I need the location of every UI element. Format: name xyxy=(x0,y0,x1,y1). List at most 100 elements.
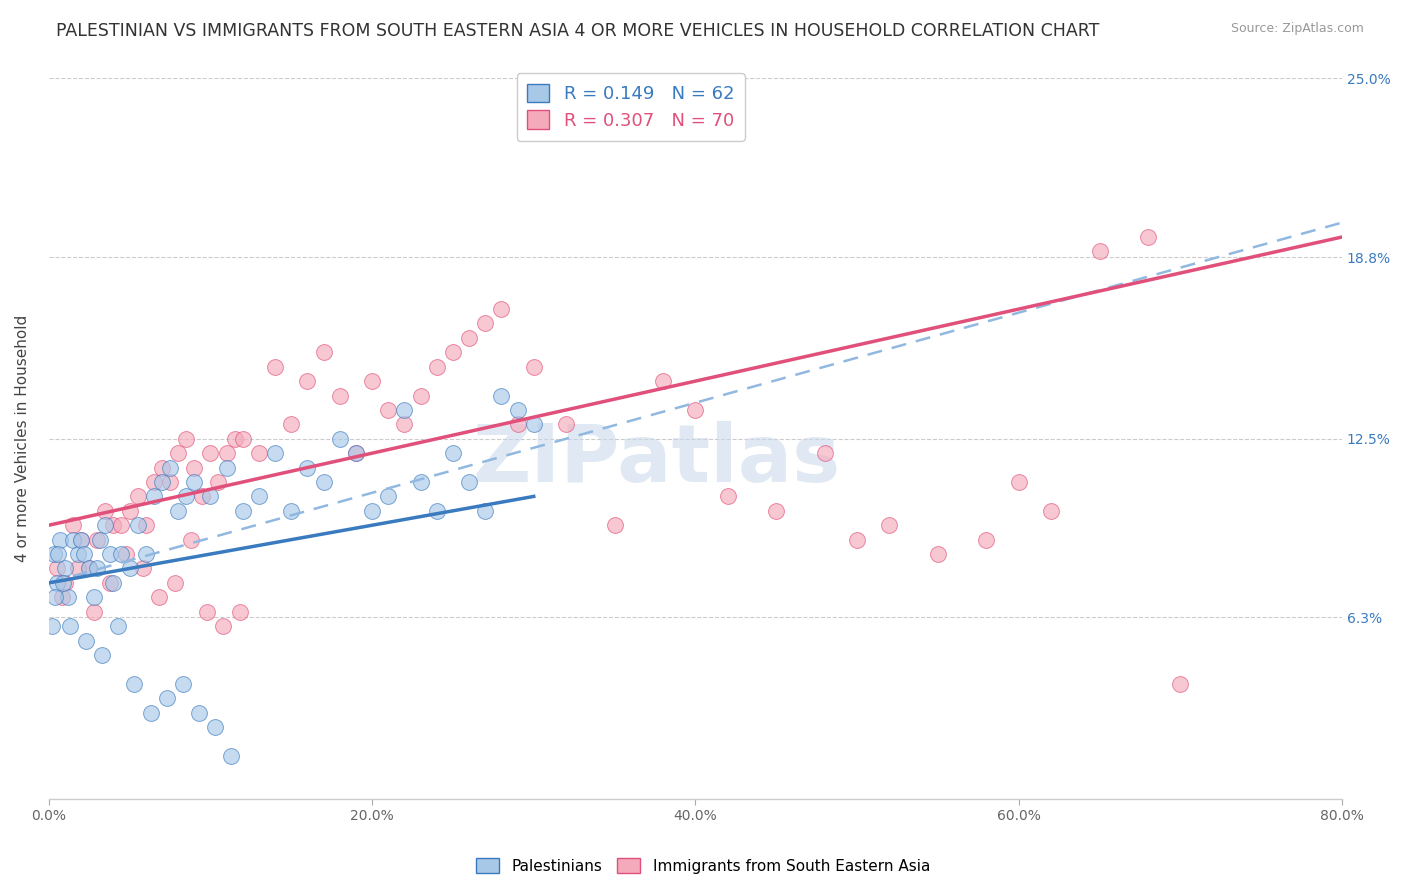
Point xyxy=(73,547,96,561)
Point xyxy=(127,518,149,533)
Point xyxy=(142,490,165,504)
Point xyxy=(53,575,76,590)
Point xyxy=(103,575,125,590)
Point xyxy=(927,547,949,561)
Text: Source: ZipAtlas.com: Source: ZipAtlas.com xyxy=(1230,22,1364,36)
Point xyxy=(66,547,89,561)
Point xyxy=(83,605,105,619)
Point xyxy=(280,504,302,518)
Point xyxy=(361,374,384,388)
Point xyxy=(394,417,416,432)
Point xyxy=(62,533,84,547)
Point xyxy=(523,417,546,432)
Point xyxy=(83,591,105,605)
Point xyxy=(458,475,481,489)
Point xyxy=(163,575,186,590)
Point xyxy=(56,591,79,605)
Point xyxy=(377,403,399,417)
Y-axis label: 4 or more Vehicles in Household: 4 or more Vehicles in Household xyxy=(15,315,30,562)
Point xyxy=(474,317,496,331)
Point xyxy=(180,533,202,547)
Point xyxy=(879,518,901,533)
Point xyxy=(98,575,121,590)
Point xyxy=(107,619,129,633)
Point xyxy=(183,475,205,489)
Point xyxy=(49,533,72,547)
Point xyxy=(188,706,211,720)
Point xyxy=(221,748,243,763)
Point xyxy=(814,446,837,460)
Point xyxy=(174,490,197,504)
Point xyxy=(115,547,138,561)
Point xyxy=(491,301,513,316)
Point xyxy=(174,432,197,446)
Point xyxy=(344,446,367,460)
Point xyxy=(89,533,111,547)
Point xyxy=(204,720,226,734)
Point xyxy=(98,547,121,561)
Point xyxy=(167,446,190,460)
Point xyxy=(474,504,496,518)
Point xyxy=(280,417,302,432)
Point xyxy=(1008,475,1031,489)
Point xyxy=(458,331,481,345)
Point xyxy=(1170,677,1192,691)
Point xyxy=(91,648,114,662)
Point xyxy=(344,446,367,460)
Point xyxy=(172,677,194,691)
Point xyxy=(224,432,246,446)
Point xyxy=(110,518,132,533)
Point xyxy=(51,591,73,605)
Point xyxy=(86,533,108,547)
Point xyxy=(846,533,869,547)
Legend: R = 0.149   N = 62, R = 0.307   N = 70: R = 0.149 N = 62, R = 0.307 N = 70 xyxy=(516,73,745,141)
Point xyxy=(264,359,287,374)
Point xyxy=(139,706,162,720)
Point xyxy=(59,619,82,633)
Point xyxy=(183,460,205,475)
Point xyxy=(94,504,117,518)
Point xyxy=(361,504,384,518)
Point xyxy=(329,432,352,446)
Point xyxy=(409,475,432,489)
Point xyxy=(135,547,157,561)
Point xyxy=(70,533,93,547)
Point xyxy=(45,561,67,575)
Point xyxy=(45,575,67,590)
Point xyxy=(523,359,546,374)
Point xyxy=(94,518,117,533)
Point xyxy=(652,374,675,388)
Point xyxy=(232,504,254,518)
Point xyxy=(1040,504,1063,518)
Point xyxy=(200,490,222,504)
Point xyxy=(441,345,464,359)
Point xyxy=(66,561,89,575)
Point xyxy=(150,475,173,489)
Text: ZIPatlas: ZIPatlas xyxy=(472,421,841,500)
Point xyxy=(491,388,513,402)
Point xyxy=(247,490,270,504)
Point xyxy=(86,561,108,575)
Point xyxy=(124,677,146,691)
Point xyxy=(329,388,352,402)
Point xyxy=(207,475,229,489)
Point xyxy=(603,518,626,533)
Point xyxy=(506,417,529,432)
Point xyxy=(212,619,235,633)
Point xyxy=(41,619,63,633)
Point xyxy=(75,633,97,648)
Point xyxy=(215,446,238,460)
Point xyxy=(156,691,179,706)
Point xyxy=(62,518,84,533)
Point xyxy=(297,460,319,475)
Text: PALESTINIAN VS IMMIGRANTS FROM SOUTH EASTERN ASIA 4 OR MORE VEHICLES IN HOUSEHOL: PALESTINIAN VS IMMIGRANTS FROM SOUTH EAS… xyxy=(56,22,1099,40)
Point xyxy=(377,490,399,504)
Point xyxy=(110,547,132,561)
Point xyxy=(77,561,100,575)
Point xyxy=(228,605,250,619)
Point xyxy=(148,591,170,605)
Point xyxy=(426,359,449,374)
Point xyxy=(103,518,125,533)
Point xyxy=(685,403,707,417)
Point xyxy=(52,575,75,590)
